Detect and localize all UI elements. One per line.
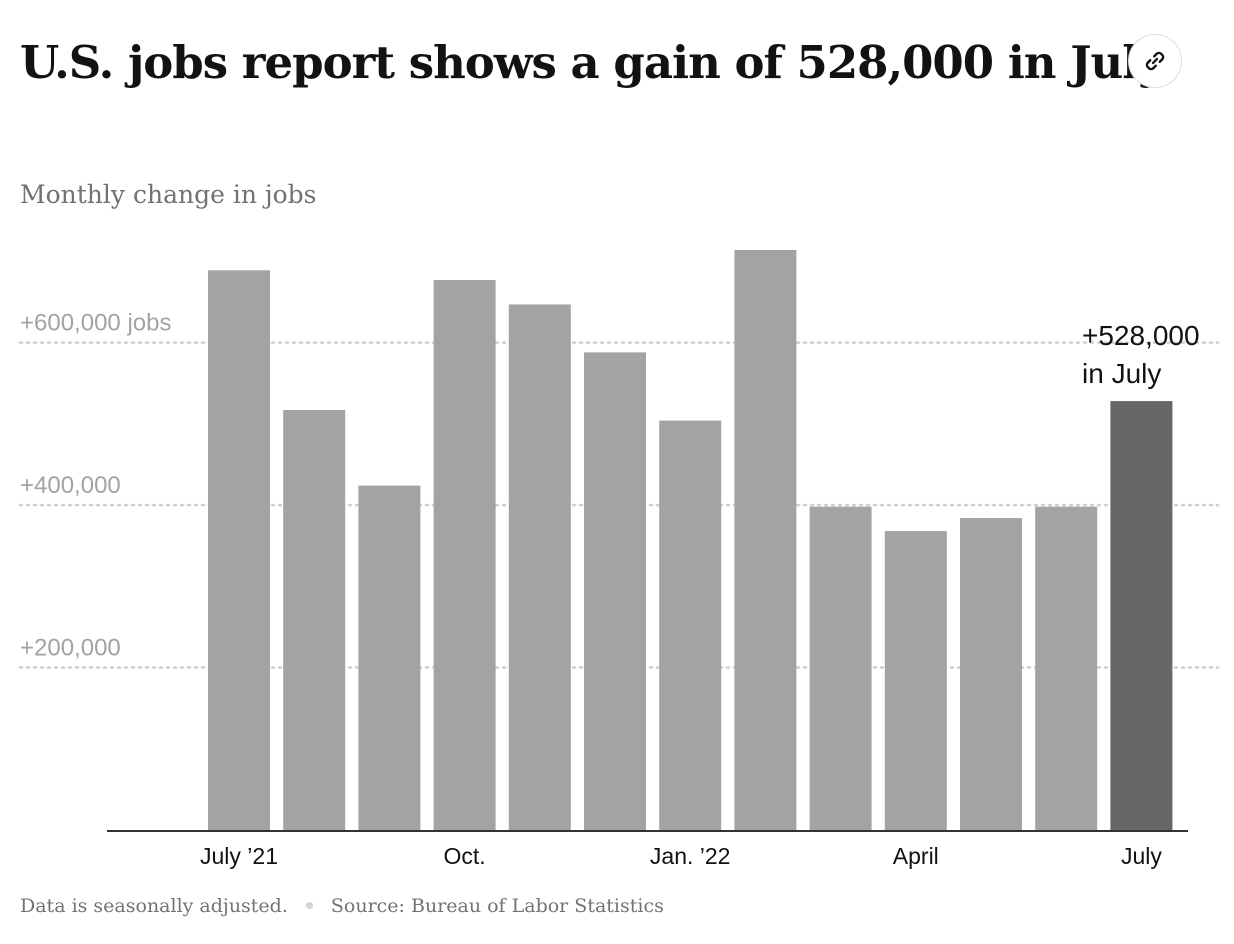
chart-subtitle: Monthly change in jobs	[20, 180, 317, 209]
bar	[283, 410, 346, 830]
chart-title: U.S. jobs report shows a gain of 528,000…	[20, 36, 1174, 89]
bar	[659, 420, 722, 830]
bar-chart: +200,000 +400,000 +600,000 jobs July ’21 Oct…	[18, 250, 1220, 869]
bar	[508, 304, 571, 830]
source-note: Source: Bureau of Labor Statistics	[330, 895, 664, 917]
bar	[960, 518, 1022, 830]
copy-link-button[interactable]	[1128, 34, 1182, 88]
bar	[809, 506, 872, 830]
y-tick-label: +600,000 jobs	[20, 310, 171, 337]
bar	[358, 485, 421, 830]
x-tick-label: July ’21	[200, 843, 278, 869]
x-tick-label: Oct.	[444, 843, 486, 869]
footnote: Data is seasonally adjusted. Source: Bure…	[20, 892, 664, 920]
y-tick-label: +400,000	[20, 472, 121, 499]
bar	[584, 352, 646, 830]
y-tick-label: +200,000	[20, 635, 121, 662]
x-tick-label: Jan. ’22	[650, 843, 731, 869]
bar	[734, 250, 797, 830]
link-icon	[1145, 51, 1165, 71]
separator-dot	[305, 902, 313, 909]
bar-annotation: in July	[1082, 358, 1161, 389]
x-tick-label: July	[1121, 843, 1162, 869]
bar-annotation: +528,000	[1082, 320, 1200, 351]
bar	[1110, 401, 1173, 830]
bar	[208, 270, 270, 831]
bar	[1035, 506, 1098, 830]
seasonal-note: Data is seasonally adjusted.	[20, 895, 288, 917]
bar	[433, 280, 496, 830]
x-tick-label: April	[893, 843, 939, 869]
bar	[884, 531, 947, 830]
